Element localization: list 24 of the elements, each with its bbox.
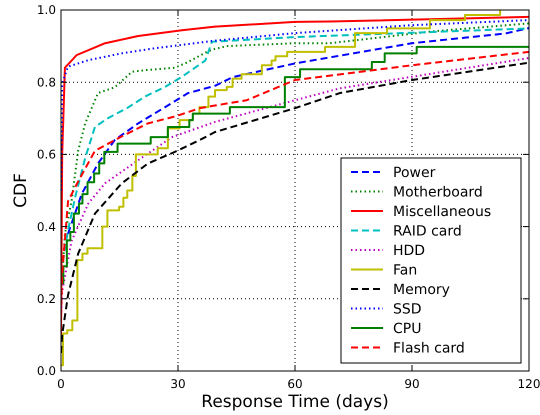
legend-label: HDD (393, 242, 426, 259)
legend-label: Motherboard (393, 184, 483, 200)
line-series (67, 27, 529, 235)
x-tick-label: 0 (57, 377, 65, 391)
x-tick-label: 30 (170, 377, 186, 391)
x-tick-label: 120 (518, 377, 540, 391)
y-tick-label: 0.4 (36, 220, 56, 234)
legend-label: Memory (393, 282, 450, 298)
y-tick-label: 0.6 (36, 148, 56, 162)
legend-label: Miscellaneous (393, 204, 492, 220)
x-tick-label: 60 (287, 377, 303, 391)
legend-label: CPU (393, 320, 422, 337)
y-tick-label: 0.0 (36, 364, 56, 378)
legend-label: Power (393, 164, 436, 181)
x-axis-title: Response Time (days) (201, 392, 389, 412)
legend-label: Flash card (393, 340, 465, 356)
legend-label: SSD (393, 301, 422, 318)
x-tick-label: 90 (404, 377, 420, 391)
y-tick-label: 0.8 (36, 75, 56, 90)
legend-label: RAID card (393, 223, 462, 240)
legend-label: Fan (393, 262, 418, 278)
y-axis-title: CDF (11, 173, 31, 208)
y-tick-label: 0.2 (36, 292, 56, 306)
y-tick-label: 1.0 (36, 3, 56, 18)
